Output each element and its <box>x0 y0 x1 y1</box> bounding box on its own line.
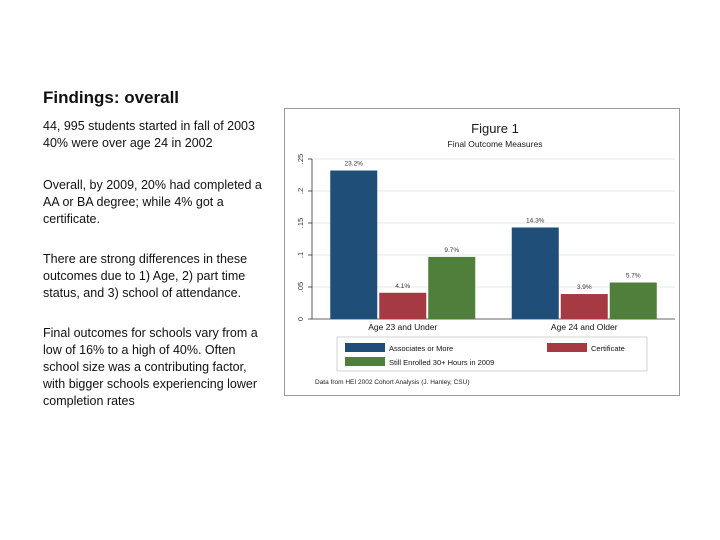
chart-title: Figure 1 <box>471 121 519 136</box>
bar <box>330 170 378 319</box>
cohort-line-2: 40% were over age 24 in 2002 <box>43 136 213 150</box>
legend-box <box>336 336 648 372</box>
y-tick-label: .05 <box>296 282 305 292</box>
legend-swatch <box>345 357 385 366</box>
paragraph-cohort: 44, 995 students started in fall of 2003… <box>43 118 268 152</box>
paragraph-differences: There are strong differences in these ou… <box>43 251 268 302</box>
bar <box>560 294 608 319</box>
data-label: 14.3% <box>526 217 545 224</box>
differences-text: There are strong differences in these ou… <box>43 252 248 300</box>
x-tick-label: Age 24 and Older <box>551 322 618 332</box>
bar <box>609 282 657 319</box>
slide-title: Findings: overall <box>43 88 180 107</box>
legend-swatch <box>345 343 385 352</box>
data-label: 9.7% <box>444 247 459 254</box>
y-tick-label: .1 <box>296 252 305 258</box>
legend-swatch <box>547 343 587 352</box>
schools-text: Final outcomes for schools vary from a l… <box>43 326 258 408</box>
data-label: 23.2% <box>345 161 364 168</box>
data-label: 3.9% <box>577 284 592 291</box>
overall-text: Overall, by 2009, 20% had completed a AA… <box>43 178 262 226</box>
bar <box>379 292 427 319</box>
outcome-chart: Figure 1 Final Outcome Measures 0 .05 .1 .15.… <box>296 121 675 386</box>
y-tick-label: 0 <box>296 317 305 321</box>
data-label: 5.7% <box>626 273 641 280</box>
x-tick-label: Age 23 and Under <box>368 322 437 332</box>
y-tick-label: .2 <box>296 188 305 194</box>
legend-label: Associates or More <box>389 344 453 353</box>
y-tick-label: .25 <box>296 154 305 164</box>
bar <box>428 256 476 319</box>
legend-label: Certificate <box>591 344 625 353</box>
cohort-line-1: 44, 995 students started in fall of 2003 <box>43 119 255 133</box>
paragraph-schools: Final outcomes for schools vary from a l… <box>43 325 268 410</box>
paragraph-overall: Overall, by 2009, 20% had completed a AA… <box>43 177 268 228</box>
figure-frame: Figure 1 Final Outcome Measures 0 .05 .1 .15.… <box>284 108 680 396</box>
y-tick-label: .15 <box>296 218 305 228</box>
legend-label: Still Enrolled 30+ Hours in 2009 <box>389 358 494 367</box>
chart-subtitle: Final Outcome Measures <box>448 139 543 149</box>
data-label: 4.1% <box>395 283 410 290</box>
source-note: Data from HEI 2002 Cohort Analysis (J. H… <box>315 379 470 386</box>
bar <box>511 227 559 319</box>
